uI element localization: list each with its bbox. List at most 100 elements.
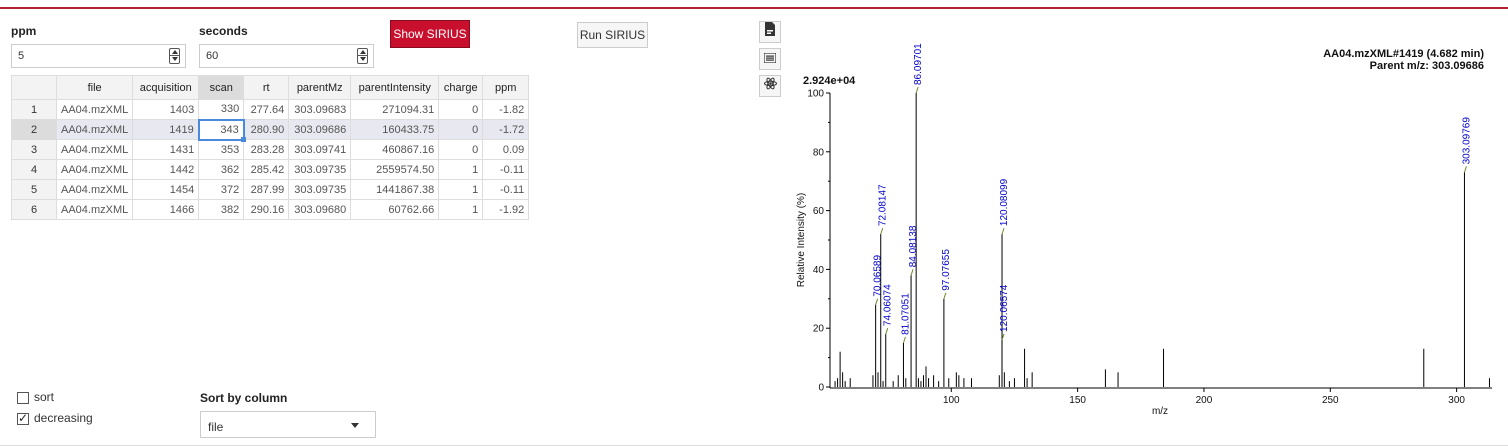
decreasing-checkbox[interactable]: ✓ — [17, 411, 29, 425]
table-cell[interactable]: -0.11 — [482, 159, 530, 180]
run-sirius-button[interactable]: Run SIRIUS — [577, 22, 648, 48]
table-cell[interactable]: 0 — [438, 99, 484, 120]
decreasing-label: decreasing — [34, 411, 93, 425]
table-cell[interactable]: 1441867.38 — [350, 179, 440, 200]
table-cell[interactable]: 277.64 — [243, 99, 290, 120]
table-row[interactable]: 4 AA04.mzXML 1442 362 285.42 303.09735 2… — [11, 159, 530, 180]
table-cell[interactable]: 460867.16 — [350, 139, 440, 160]
table-cell[interactable]: 2559574.50 — [350, 159, 440, 180]
table-cell[interactable]: 1431 — [132, 139, 200, 160]
table-cell[interactable]: -0.11 — [482, 179, 530, 200]
scan-table: file acquisition scan rt parentMz parent… — [11, 75, 530, 220]
table-row[interactable]: 5 AA04.mzXML 1454 372 287.99 303.09735 1… — [11, 179, 530, 200]
list-icon[interactable] — [759, 48, 781, 70]
table-cell[interactable]: 372 — [198, 179, 245, 200]
table-cell[interactable]: 303.09735 — [288, 179, 352, 200]
peak-label-leader — [902, 336, 906, 344]
peak-label: 86.09701 — [913, 43, 924, 85]
table-row[interactable]: 1 AA04.mzXML 1403 330 277.64 303.09683 2… — [11, 99, 530, 120]
table-corner[interactable] — [11, 75, 57, 100]
check-icon: ✓ — [18, 411, 29, 425]
active-cell[interactable]: 343 — [197, 118, 246, 142]
table-cell[interactable]: 362 — [198, 159, 245, 180]
column-header[interactable]: ppm — [482, 75, 530, 100]
table-cell[interactable]: 1 — [438, 179, 484, 200]
table-cell[interactable]: 330 — [198, 99, 245, 120]
seconds-input[interactable]: 60 — [199, 44, 374, 68]
peak-label: 72.08147 — [878, 184, 889, 226]
table-cell[interactable]: 382 — [198, 199, 245, 220]
pdf-icon-glyph — [765, 22, 775, 36]
table-cell[interactable]: -1.92 — [482, 199, 530, 220]
table-cell[interactable]: 1466 — [132, 199, 200, 220]
peak-label-leader — [885, 327, 889, 335]
pdf-icon[interactable] — [759, 21, 781, 43]
peak-label-leader — [1463, 166, 1467, 173]
table-cell[interactable]: 1442 — [132, 159, 200, 180]
row-index[interactable]: 5 — [11, 179, 57, 200]
sort-by-select[interactable]: file — [200, 411, 376, 438]
row-index[interactable]: 1 — [11, 99, 57, 120]
row-index[interactable]: 6 — [11, 199, 57, 220]
peak-label-leader — [1001, 227, 1005, 235]
table-cell[interactable]: 0 — [438, 139, 484, 160]
atom-icon[interactable] — [759, 75, 781, 97]
column-header[interactable]: acquisition — [132, 75, 200, 100]
table-cell[interactable]: 1403 — [132, 99, 200, 120]
column-header[interactable]: charge — [438, 75, 484, 100]
table-cell[interactable]: AA04.mzXML — [55, 179, 134, 200]
fill-handle[interactable] — [240, 136, 246, 142]
table-cell[interactable]: 303.09741 — [288, 139, 352, 160]
peak-label-leader — [910, 269, 914, 276]
table-cell[interactable]: 1 — [438, 159, 484, 180]
table-cell[interactable]: 353 — [198, 139, 245, 160]
table-cell[interactable]: 283.28 — [243, 139, 290, 160]
table-cell[interactable]: 303.09686 — [288, 119, 352, 140]
table-cell[interactable]: 287.99 — [243, 179, 290, 200]
table-cell[interactable]: 271094.31 — [350, 99, 440, 120]
column-header[interactable]: parentIntensity — [350, 75, 440, 100]
column-header[interactable]: rt — [243, 75, 290, 100]
x-axis-label: m/z — [1152, 406, 1168, 417]
sort-by-value: file — [208, 420, 224, 434]
ppm-spinner[interactable] — [169, 48, 180, 64]
table-row[interactable]: 6 AA04.mzXML 1466 382 290.16 303.09680 6… — [11, 199, 530, 220]
table-cell[interactable]: 1 — [438, 199, 484, 220]
table-cell[interactable]: AA04.mzXML — [55, 99, 134, 120]
table-cell[interactable]: -1.72 — [482, 119, 530, 140]
row-index[interactable]: 2 — [11, 119, 57, 140]
column-header[interactable]: parentMz — [288, 75, 352, 100]
table-row[interactable]: 3 AA04.mzXML 1431 353 283.28 303.09741 4… — [11, 139, 530, 160]
table-cell[interactable]: -1.82 — [482, 99, 530, 120]
table-cell[interactable]: 280.90 — [243, 119, 290, 140]
table-cell[interactable]: 285.42 — [243, 159, 290, 180]
table-cell[interactable]: AA04.mzXML — [55, 159, 134, 180]
table-cell[interactable]: AA04.mzXML — [55, 139, 134, 160]
table-cell[interactable]: 303.09683 — [288, 99, 352, 120]
seconds-spinner[interactable] — [357, 48, 368, 64]
row-index[interactable]: 3 — [11, 139, 57, 160]
row-index[interactable]: 4 — [11, 159, 57, 180]
table-cell[interactable]: 1419 — [132, 119, 200, 140]
ppm-input[interactable]: 5 — [11, 44, 186, 68]
table-cell[interactable]: 303.09735 — [288, 159, 352, 180]
table-cell[interactable]: 160433.75 — [350, 119, 440, 140]
table-cell[interactable]: 303.09680 — [288, 199, 352, 220]
table-cell[interactable]: 60762.66 — [350, 199, 440, 220]
table-row[interactable]: 2 AA04.mzXML 1419 343 280.90 303.09686 1… — [11, 118, 530, 142]
chevron-down-icon — [351, 423, 359, 428]
table-cell[interactable]: 1454 — [132, 179, 200, 200]
chart-subtitle: Parent m/z: 303.09686 — [1370, 60, 1484, 72]
show-sirius-button[interactable]: Show SIRIUS — [390, 20, 470, 48]
table-cell[interactable]: 0.09 — [482, 139, 530, 160]
peak-label-leader — [943, 292, 947, 299]
table-cell[interactable]: 0 — [438, 119, 484, 140]
column-header[interactable]: file — [55, 75, 134, 100]
sort-checkbox[interactable] — [17, 392, 29, 404]
peak-label-leader — [1001, 333, 1005, 341]
table-cell[interactable]: AA04.mzXML — [55, 199, 134, 220]
table-cell[interactable]: AA04.mzXML — [55, 119, 134, 140]
column-header[interactable]: scan — [198, 75, 245, 100]
table-cell[interactable]: 290.16 — [243, 199, 290, 220]
peak-label: 74.06074 — [883, 284, 894, 326]
